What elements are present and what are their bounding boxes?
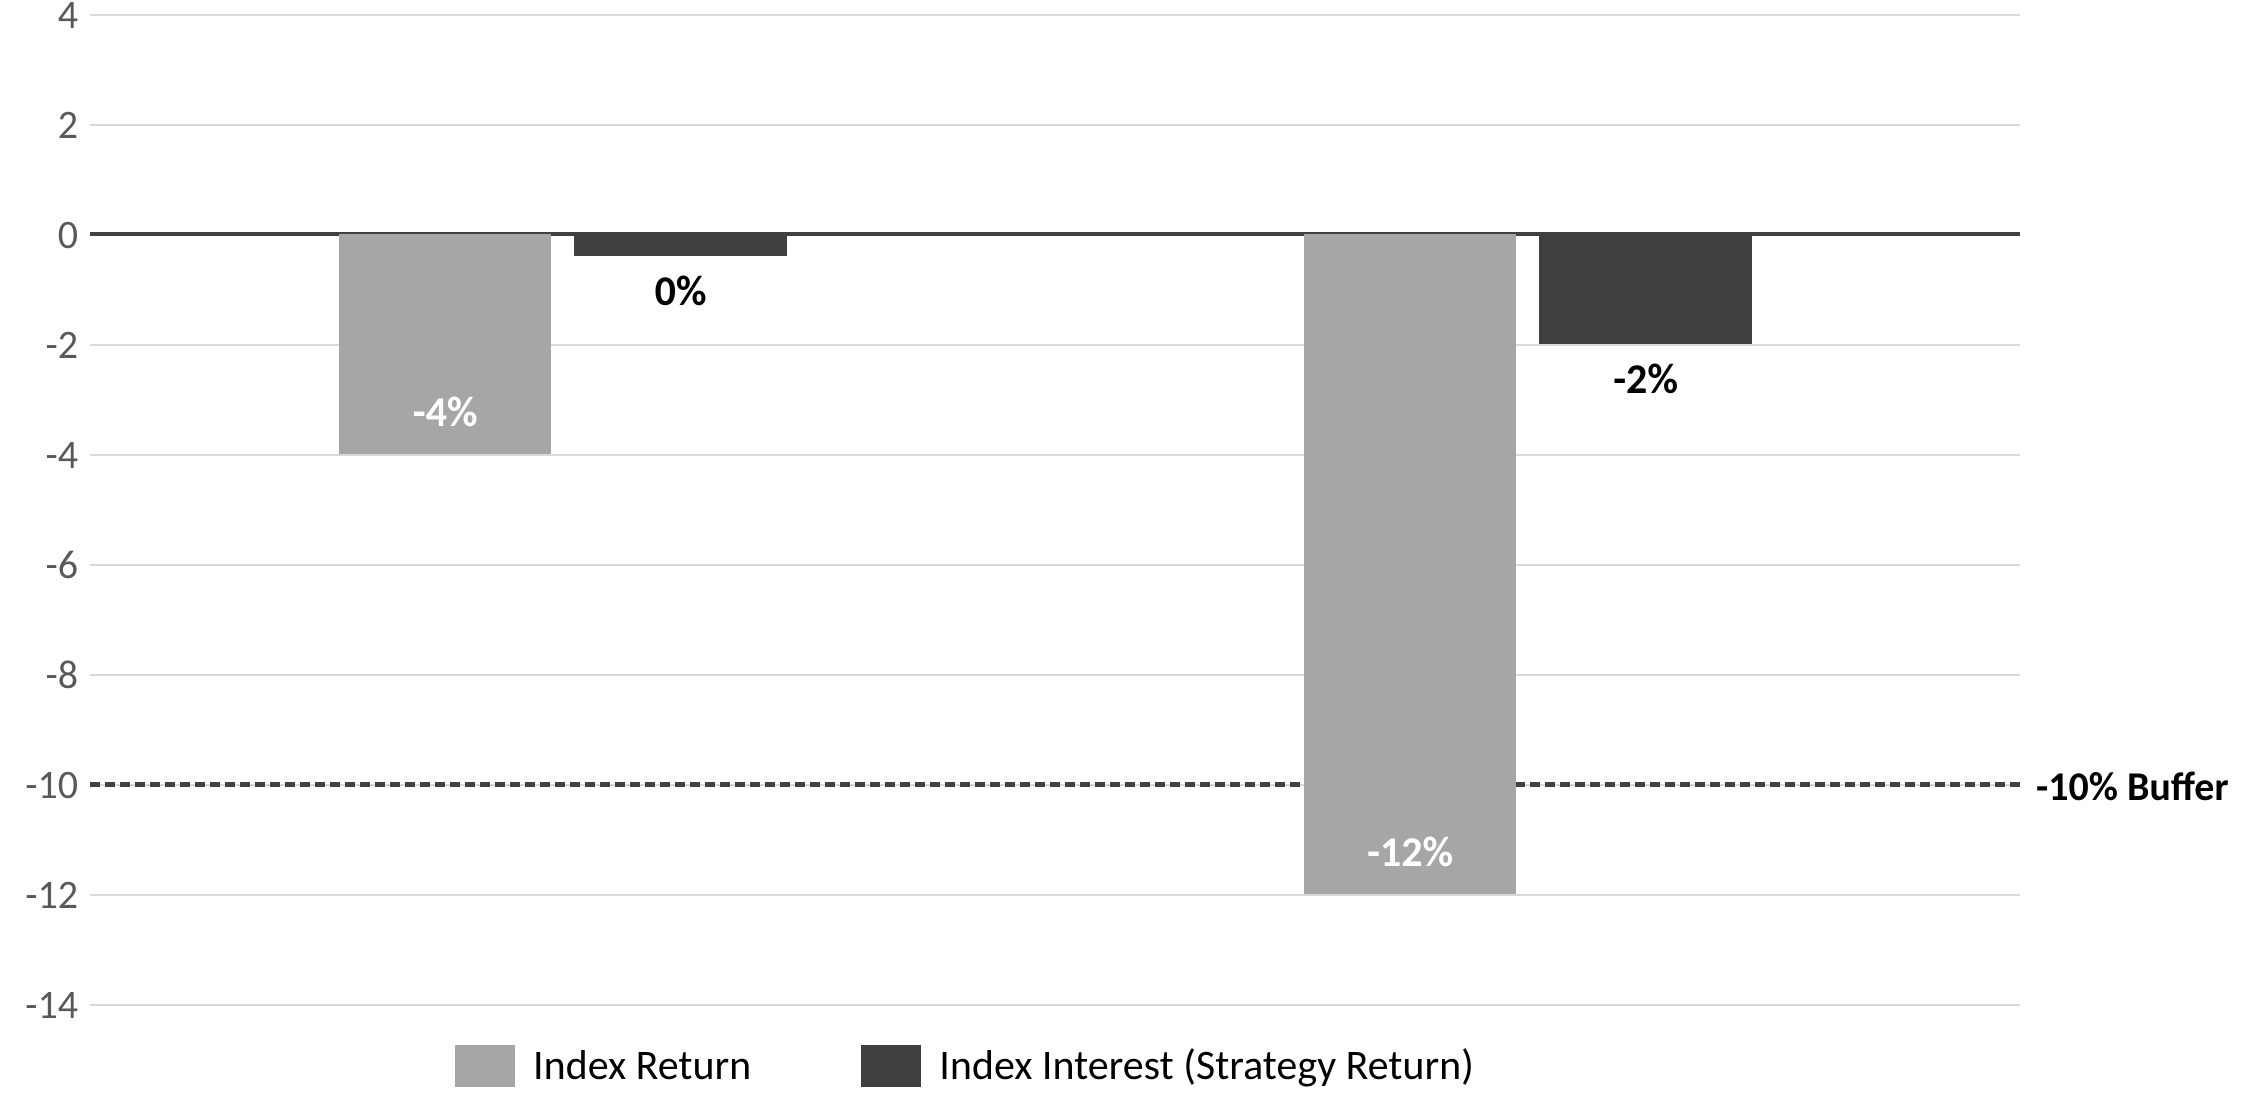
buffer-line-label: -10% Buffer [2036,762,2229,811]
bar-strategy_return [1539,234,1751,344]
gridline [90,124,2020,126]
y-tick-label: -8 [0,650,78,699]
y-tick-label: 4 [0,0,78,39]
legend-swatch [455,1045,515,1087]
y-tick-label: -12 [0,870,78,919]
bar-value-label: -2% [1509,354,1781,405]
bar-value-label: 0% [544,266,816,317]
bar-strategy_return [574,234,786,256]
legend-label: Index Interest (Strategy Return) [939,1040,1474,1091]
gridline [90,894,2020,896]
legend: Index Return Index Interest (Strategy Ret… [455,1040,1474,1091]
y-tick-label: -10 [0,760,78,809]
buffer-line [90,782,2020,787]
y-tick-label: -4 [0,430,78,479]
gridline [90,454,2020,456]
y-tick-label: 0 [0,210,78,259]
gridline [90,674,2020,676]
y-tick-label: 2 [0,100,78,149]
buffer-chart: -4% 0% -12% -2% 4 2 0 -2 -4 -6 -8 -10 -12 -14 -10% B… [0,0,2245,1113]
y-tick-label: -6 [0,540,78,589]
bar-value-label: -4% [309,387,581,438]
y-tick-label: -2 [0,320,78,369]
legend-label: Index Return [533,1040,751,1091]
plot-area: -4% 0% -12% -2% [90,14,2020,1004]
legend-swatch [861,1045,921,1087]
y-tick-label: -14 [0,980,78,1029]
gridline [90,564,2020,566]
bar-index_return [1304,234,1516,894]
bar-value-label: -12% [1274,827,1546,878]
gridline [90,14,2020,16]
gridline [90,1004,2020,1006]
legend-item: Index Return [455,1040,751,1091]
legend-item: Index Interest (Strategy Return) [861,1040,1474,1091]
